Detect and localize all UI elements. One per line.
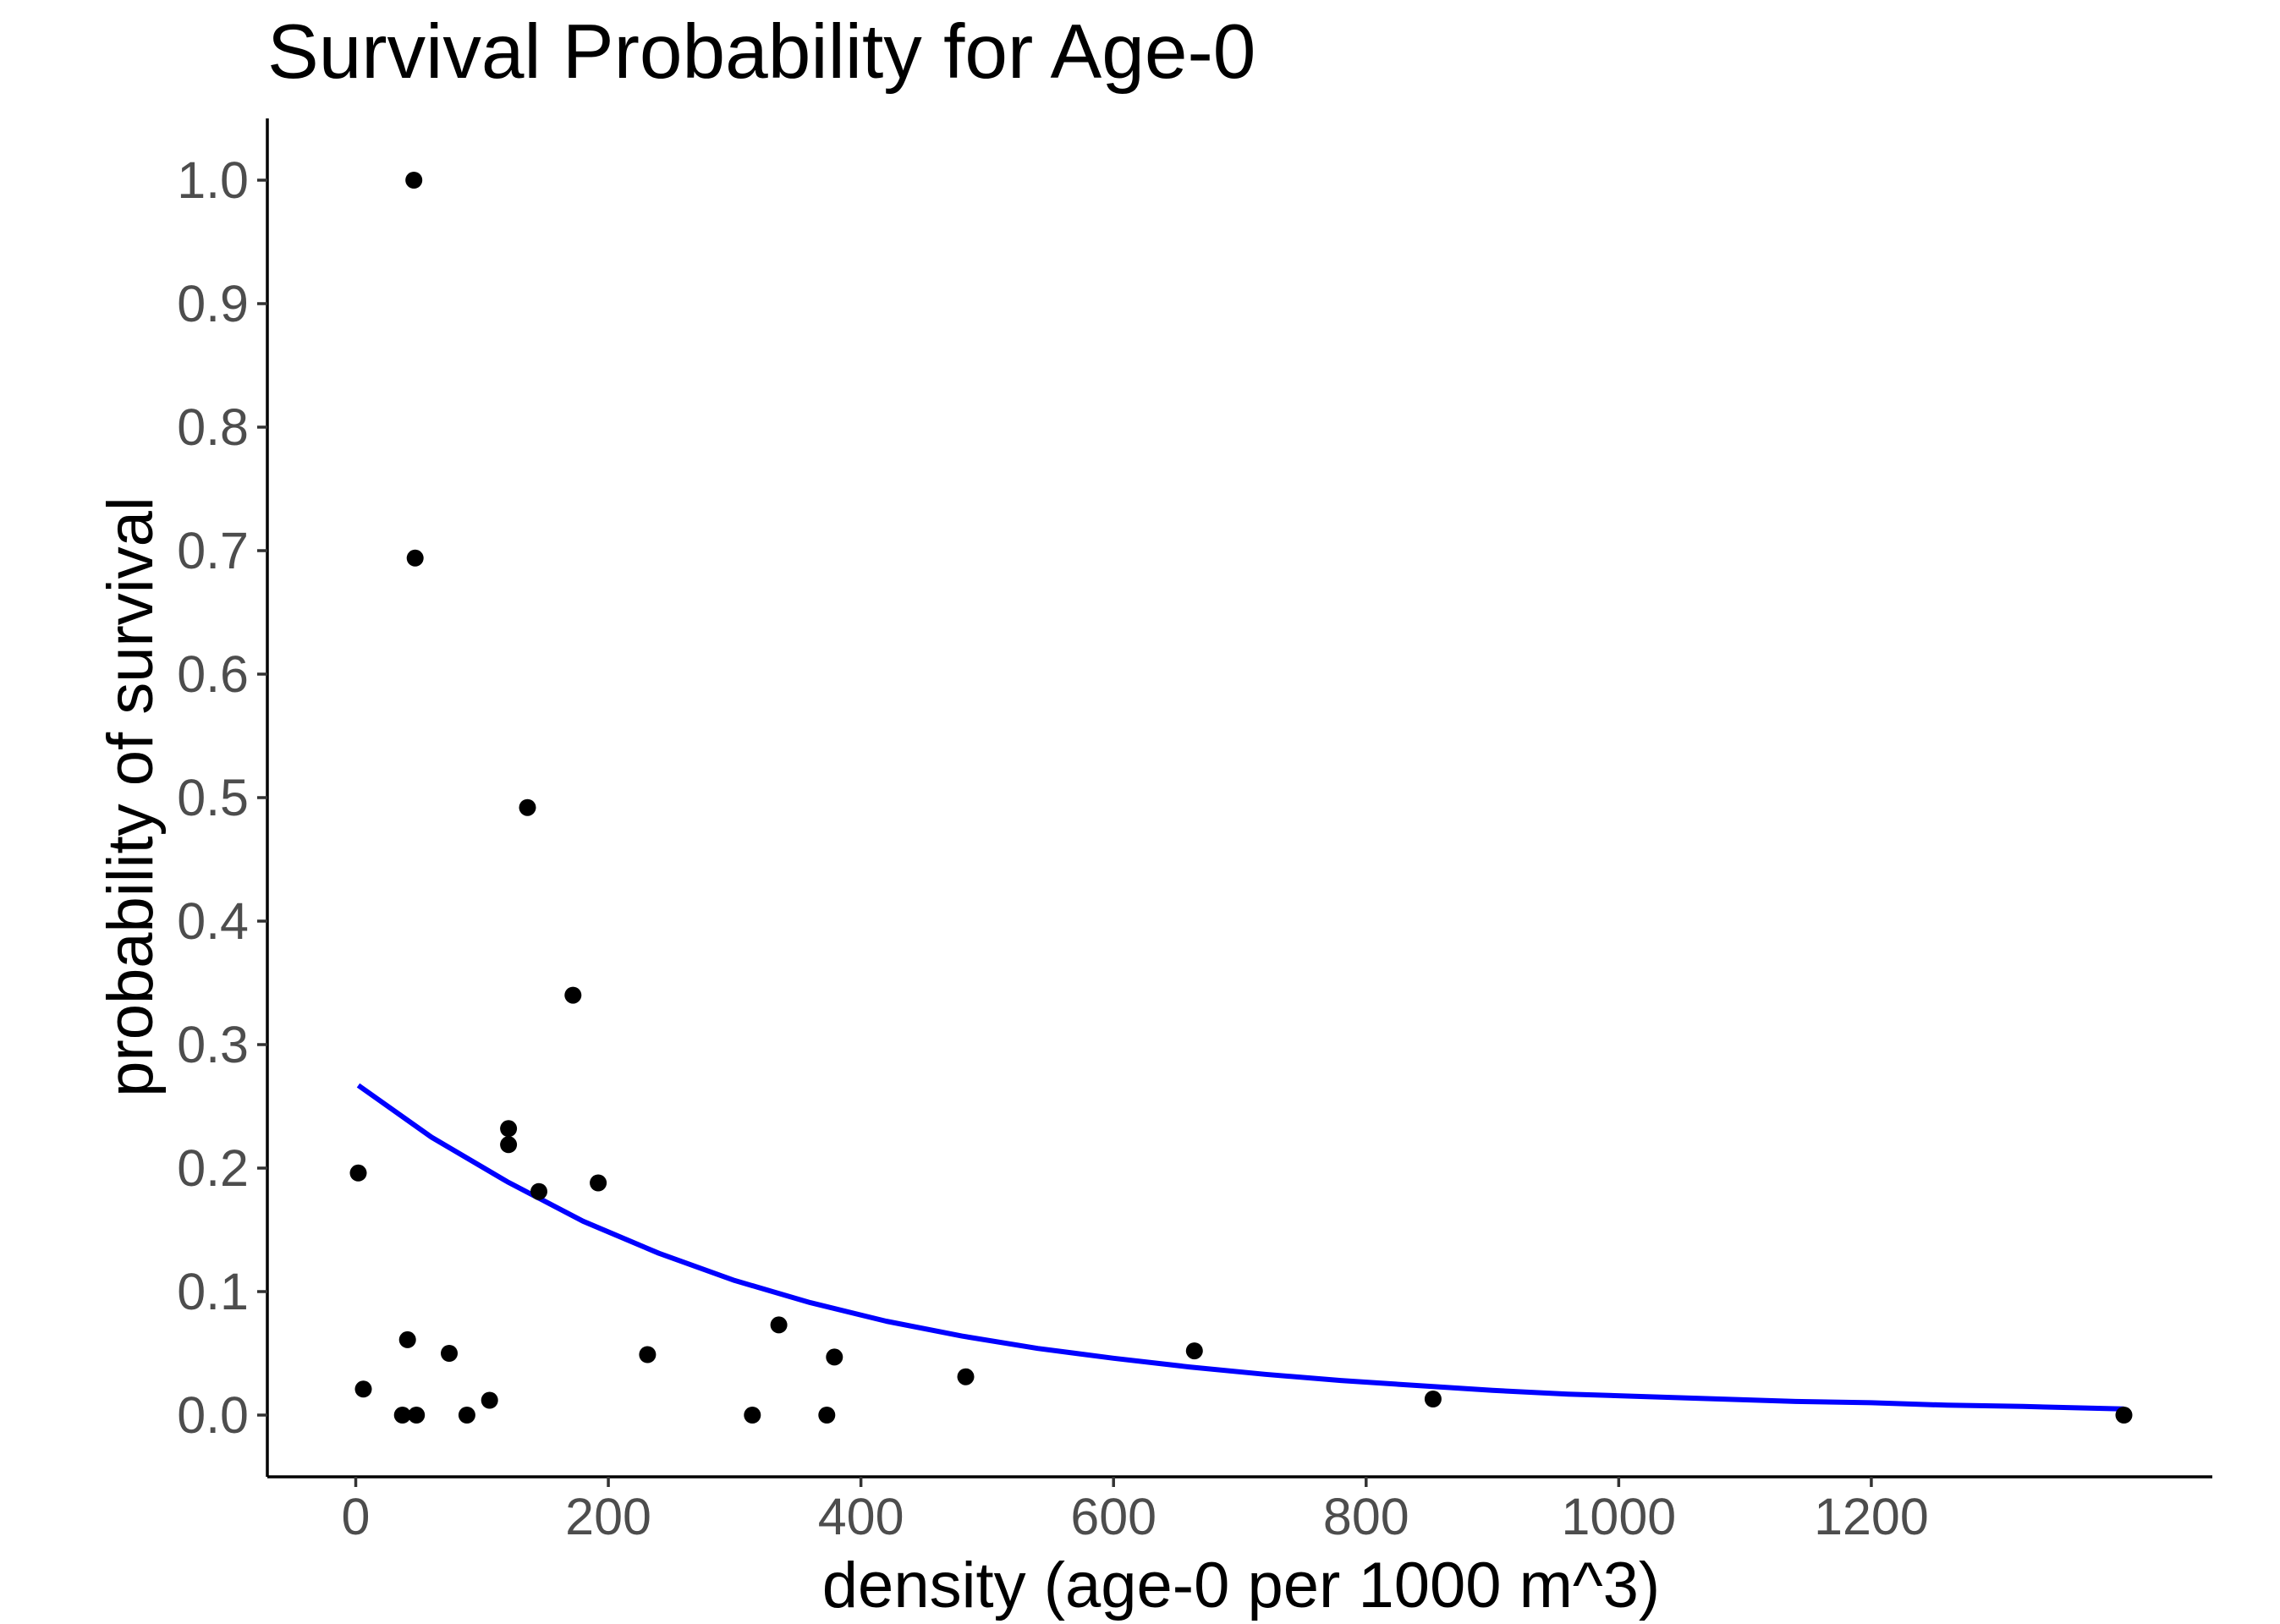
data-point [405, 172, 423, 189]
data-point [408, 1407, 426, 1424]
data-point [481, 1391, 498, 1409]
data-point [590, 1174, 607, 1192]
data-point [1185, 1342, 1203, 1360]
y-tick-label: 0.6 [177, 645, 249, 703]
fit-curve [356, 1083, 2124, 1412]
data-point [2115, 1407, 2133, 1424]
y-tick-label: 1.0 [177, 151, 249, 209]
data-point [957, 1368, 975, 1385]
data-point [519, 798, 536, 816]
x-tick-label: 600 [1070, 1488, 1156, 1545]
data-point [639, 1346, 657, 1363]
data-point [744, 1407, 761, 1424]
y-tick-label: 0.0 [177, 1386, 249, 1444]
x-tick-label: 0 [342, 1488, 371, 1545]
data-point [530, 1182, 547, 1200]
data-point [441, 1345, 458, 1362]
x-tick-label: 1200 [1814, 1488, 1929, 1545]
data-point [500, 1120, 518, 1138]
axes: 0 200 400 600 800 1000 1200 0.0 0.1 0.2 0.3 0.4 0.5 0… [177, 118, 2212, 1545]
data-point [349, 1164, 367, 1182]
y-tick-label: 0.7 [177, 522, 249, 579]
y-axis-title: probability of survival [95, 497, 167, 1097]
x-tick-label: 1000 [1562, 1488, 1677, 1545]
data-point [398, 1330, 416, 1348]
y-tick-label: 0.3 [177, 1016, 249, 1073]
data-point [393, 1407, 411, 1424]
data-point [1424, 1391, 1442, 1407]
x-axis-title: density (age-0 per 1000 m^3) [822, 1550, 1660, 1621]
y-tick-label: 0.9 [177, 275, 249, 332]
data-point [406, 549, 424, 567]
data-point [500, 1136, 518, 1154]
data-point [818, 1407, 836, 1424]
fit-line-group [356, 1083, 2124, 1412]
data-point [564, 986, 582, 1004]
y-tick-label: 0.8 [177, 398, 249, 456]
x-tick-label: 400 [818, 1488, 904, 1545]
y-tick-label: 0.1 [177, 1263, 249, 1320]
data-point [770, 1316, 788, 1334]
y-tick-label: 0.4 [177, 892, 249, 950]
data-point [354, 1380, 372, 1398]
y-tick-label: 0.2 [177, 1139, 249, 1197]
x-tick-label: 200 [565, 1488, 651, 1545]
x-tick-label: 800 [1323, 1488, 1409, 1545]
y-tick-label: 0.5 [177, 769, 249, 826]
chart-title: Survival Probability for Age-0 [267, 9, 1255, 95]
data-point [826, 1348, 843, 1366]
data-points [349, 172, 2133, 1424]
data-point [458, 1407, 475, 1424]
